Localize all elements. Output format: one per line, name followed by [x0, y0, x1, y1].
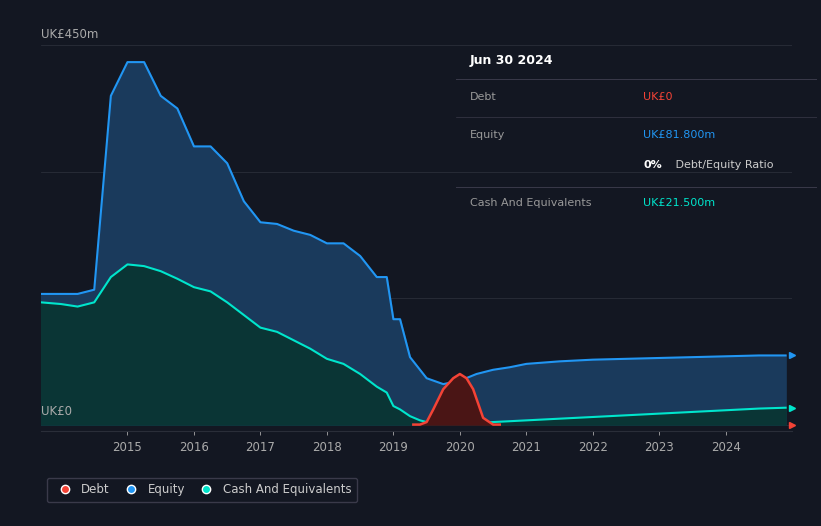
- Text: Equity: Equity: [470, 130, 506, 140]
- Text: Debt: Debt: [470, 92, 497, 102]
- Text: Jun 30 2024: Jun 30 2024: [470, 54, 553, 67]
- Text: UK£0: UK£0: [41, 405, 72, 418]
- Text: Cash And Equivalents: Cash And Equivalents: [470, 198, 592, 208]
- Legend: Debt, Equity, Cash And Equivalents: Debt, Equity, Cash And Equivalents: [47, 478, 357, 502]
- Text: 0%: 0%: [644, 160, 663, 170]
- Text: UK£0: UK£0: [644, 92, 673, 102]
- Text: UK£81.800m: UK£81.800m: [644, 130, 716, 140]
- Text: Debt/Equity Ratio: Debt/Equity Ratio: [672, 160, 774, 170]
- Text: UK£450m: UK£450m: [41, 28, 99, 41]
- Text: UK£21.500m: UK£21.500m: [644, 198, 716, 208]
